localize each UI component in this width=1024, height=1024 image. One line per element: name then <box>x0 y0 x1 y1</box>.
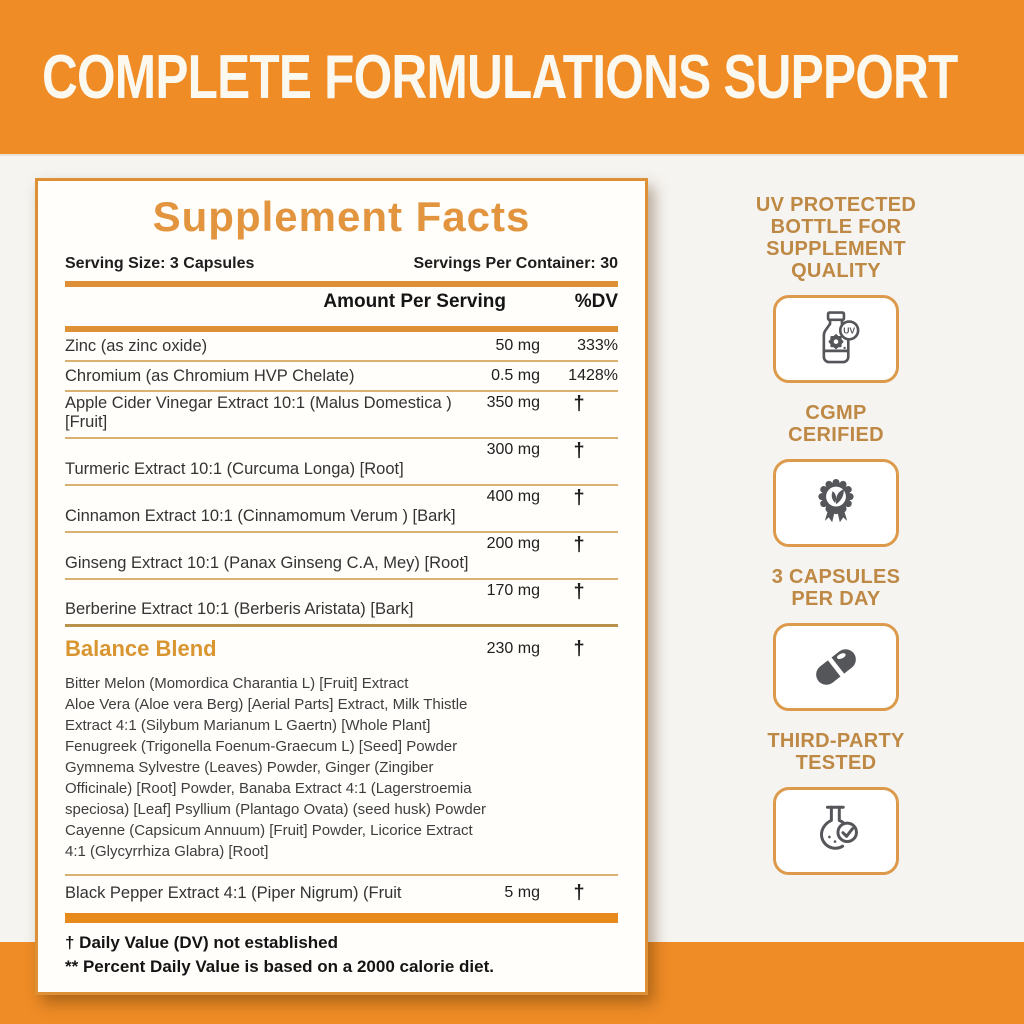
supplement-facts-panel: Supplement Facts Serving Size: 3 Capsule… <box>35 178 648 995</box>
divider-thick <box>65 281 618 287</box>
feature-box-capsules <box>773 623 899 711</box>
column-header-row: Amount Per Serving %DV <box>65 287 618 318</box>
ingredient-name: Chromium (as Chromium HVP Chelate) <box>65 366 355 385</box>
ingredient-dv: 1428% <box>568 367 618 384</box>
footnotes: † Daily Value (DV) not established ** Pe… <box>65 931 618 979</box>
feature-column: UV PROTECTED BOTTLE FOR SUPPLEMENT QUALI… <box>716 194 956 894</box>
divider-thin <box>65 874 618 876</box>
divider-footer <box>65 913 618 923</box>
ingredient-dv: † <box>573 393 585 415</box>
column-header-amount: Amount Per Serving <box>323 291 506 312</box>
footnote-percent: ** Percent Daily Value is based on a 200… <box>65 957 494 976</box>
ingredient-name: Berberine Extract 10:1 (Berberis Aristat… <box>65 600 414 618</box>
feature-label-capsules: 3 CAPSULES PER DAY <box>771 566 901 610</box>
blend-amount: 230 mg <box>486 640 540 657</box>
ingredient-amount: 50 mg <box>495 337 540 354</box>
table-row: Chromium (as Chromium HVP Chelate) 0.5 m… <box>65 362 618 392</box>
ingredient-dv: † <box>573 581 585 603</box>
feature-box-uv: UV <box>773 295 899 383</box>
blend-ingredients: Bitter Melon (Momordica Charantia L) [Fr… <box>65 675 487 860</box>
blend-name: Balance Blend <box>65 636 217 661</box>
feature-box-cgmp <box>773 459 899 547</box>
table-row: Cinnamon Extract 10:1 (Cinnamomum Verum … <box>65 486 618 533</box>
table-row: Apple Cider Vinegar Extract 10:1 (Malus … <box>65 392 618 439</box>
ingredient-dv: 333% <box>577 337 618 354</box>
ingredient-name: Ginseng Extract 10:1 (Panax Ginseng C.A,… <box>65 554 469 572</box>
table-row: Ginseng Extract 10:1 (Panax Ginseng C.A,… <box>65 533 618 580</box>
column-header-dv: %DV <box>574 291 618 312</box>
blend-dv: † <box>573 637 585 660</box>
ingredient-amount: 200 mg <box>486 535 540 552</box>
feature-box-tested <box>773 787 899 875</box>
divider-thick <box>65 326 618 332</box>
ingredient-amount: 0.5 mg <box>491 367 540 384</box>
ingredient-dv: † <box>573 881 585 904</box>
ingredient-name: Black Pepper Extract 4:1 (Piper Nigrum) … <box>65 883 402 902</box>
blend-header-row: Balance Blend 230 mg † <box>65 631 618 667</box>
ingredient-name: Apple Cider Vinegar Extract 10:1 (Malus … <box>65 394 452 431</box>
table-row: Zinc (as zinc oxide) 50 mg 333% <box>65 332 618 362</box>
feature-label-uv: UV PROTECTED BOTTLE FOR SUPPLEMENT QUALI… <box>755 194 917 282</box>
ingredient-amount: 170 mg <box>486 582 540 599</box>
ingredient-amount: 5 mg <box>504 884 540 901</box>
feature-label-tested: THIRD-PARTY TESTED <box>767 730 905 774</box>
ingredient-amount: 300 mg <box>486 441 540 458</box>
table-row: Turmeric Extract 10:1 (Curcuma Longa) [R… <box>65 439 618 486</box>
ingredient-dv: † <box>573 534 585 556</box>
serving-info-row: Serving Size: 3 Capsules Servings Per Co… <box>65 255 618 273</box>
table-row: Black Pepper Extract 4:1 (Piper Nigrum) … <box>65 876 618 910</box>
ingredient-dv: † <box>573 487 585 509</box>
top-banner: COMPLETE FORMULATIONS SUPPORT <box>0 0 1024 156</box>
servings-per-container: Servings Per Container: 30 <box>413 255 618 272</box>
panel-title: Supplement Facts <box>152 193 531 240</box>
serving-size: Serving Size: 3 Capsules <box>65 255 255 272</box>
ingredient-dv: † <box>573 440 585 462</box>
banner-title: COMPLETE FORMULATIONS SUPPORT <box>42 43 958 112</box>
table-row: Berberine Extract 10:1 (Berberis Aristat… <box>65 580 618 627</box>
ingredient-name: Turmeric Extract 10:1 (Curcuma Longa) [R… <box>65 460 404 478</box>
uv-icon-text: UV <box>843 326 855 336</box>
ingredient-name: Cinnamon Extract 10:1 (Cinnamomum Verum … <box>65 507 456 525</box>
capsule-icon <box>803 634 869 700</box>
ingredient-name: Zinc (as zinc oxide) <box>65 336 208 355</box>
ingredient-amount: 400 mg <box>486 488 540 505</box>
lab-flask-icon <box>803 798 869 864</box>
certified-badge-icon <box>804 471 868 535</box>
ingredient-amount: 350 mg <box>486 394 540 411</box>
uv-bottle-icon: UV <box>803 306 869 372</box>
feature-label-cgmp: CGMP CERIFIED <box>788 402 884 446</box>
footnote-dv: † Daily Value (DV) not established <box>65 933 339 952</box>
